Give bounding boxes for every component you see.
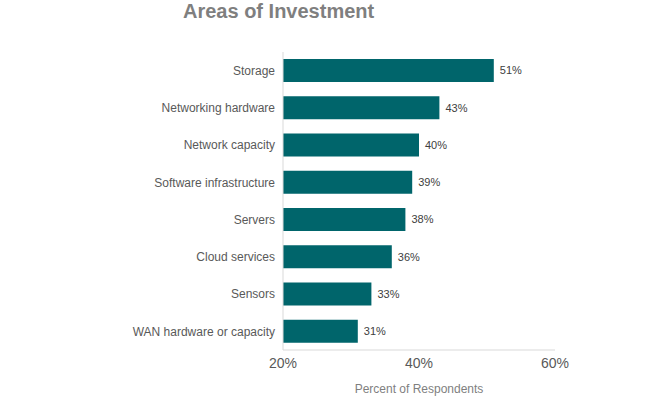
svg-text:40%: 40% bbox=[425, 139, 447, 151]
svg-text:43%: 43% bbox=[445, 102, 467, 114]
html-text:Areas of Investment: Areas of Investment bbox=[183, 0, 375, 22]
svg-text:Networking hardware: Networking hardware bbox=[162, 101, 276, 115]
svg-text:Software infrastructure: Software infrastructure bbox=[154, 176, 275, 190]
svg-text:51%: 51% bbox=[500, 64, 522, 76]
svg-text:40%: 40% bbox=[405, 355, 433, 371]
svg-text:Storage: Storage bbox=[233, 64, 275, 78]
svg-text:36%: 36% bbox=[398, 251, 420, 263]
svg-text:39%: 39% bbox=[418, 176, 440, 188]
svg-text:38%: 38% bbox=[411, 213, 433, 225]
svg-text:31%: 31% bbox=[364, 325, 386, 337]
svg-text:20%: 20% bbox=[269, 355, 297, 371]
svg-text:Network capacity: Network capacity bbox=[184, 138, 275, 152]
svg-text:Percent of Respondents: Percent of Respondents bbox=[355, 382, 484, 396]
svg-text:Sensors: Sensors bbox=[231, 287, 275, 301]
svg-text:Cloud services: Cloud services bbox=[196, 250, 275, 264]
svg-text:WAN hardware or capacity: WAN hardware or capacity bbox=[133, 325, 275, 339]
svg-text:33%: 33% bbox=[377, 288, 399, 300]
svg-text:60%: 60% bbox=[541, 355, 569, 371]
svg-text:Servers: Servers bbox=[234, 213, 275, 227]
